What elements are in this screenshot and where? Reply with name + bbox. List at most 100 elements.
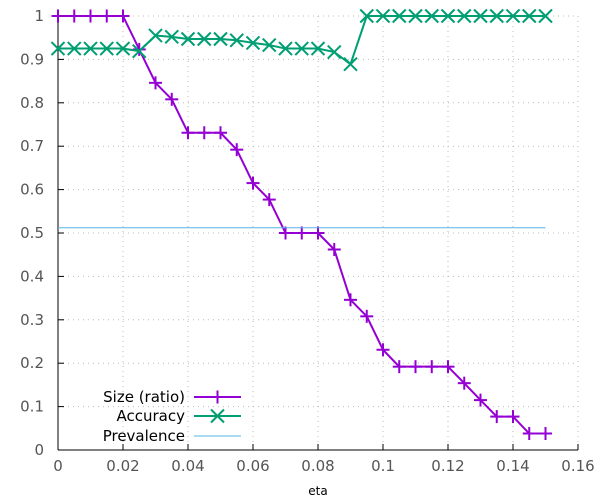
data-point-accuracy: [294, 41, 309, 56]
data-point-size-ratio: [457, 376, 471, 390]
legend: Size (ratio)Accuracy Prevalence: [103, 388, 241, 445]
data-point-accuracy: [375, 8, 391, 24]
data-point-accuracy: [50, 41, 66, 56]
x-tick-label: 0.08: [301, 457, 334, 475]
data-point-accuracy: [424, 8, 439, 24]
data-point-size-ratio: [67, 9, 81, 23]
data-point-size-ratio: [490, 410, 504, 424]
data-point-size-ratio: [295, 226, 309, 240]
data-point-size-ratio: [522, 427, 536, 441]
data-point-accuracy: [229, 33, 244, 48]
data-point-accuracy: [408, 8, 423, 24]
data-point-accuracy: [359, 8, 374, 24]
data-point-size-ratio: [214, 126, 227, 140]
data-point-accuracy: [262, 37, 277, 53]
data-point-size-ratio: [51, 9, 65, 23]
legend-label: Size (ratio): [103, 388, 185, 406]
series-size-ratio: [51, 9, 552, 441]
y-tick-label: 0.5: [20, 224, 44, 242]
y-tick-label: 0.7: [20, 137, 44, 155]
x-tick-label: 0.14: [496, 457, 529, 475]
data-point-accuracy: [115, 41, 131, 56]
data-point-accuracy: [505, 8, 521, 24]
data-point-accuracy: [132, 43, 147, 59]
data-point-size-ratio: [327, 242, 341, 256]
data-point-accuracy: [343, 56, 358, 72]
data-point-size-ratio: [474, 393, 487, 407]
y-tick-label: 0.8: [20, 94, 44, 112]
data-point-size-ratio: [262, 193, 276, 207]
series: [50, 8, 553, 441]
data-point-accuracy: [180, 31, 196, 47]
y-tick-label: 0.1: [20, 398, 44, 416]
data-point-size-ratio: [165, 92, 179, 106]
x-tick-label: 0.1: [371, 457, 395, 475]
legend-label: Prevalence: [103, 427, 185, 445]
x-tick-label: 0.04: [171, 457, 204, 475]
x-tick-label: 0.12: [431, 457, 464, 475]
data-point-accuracy: [392, 8, 407, 24]
x-tick-label: 0.16: [561, 457, 594, 475]
series-accuracy: [50, 8, 553, 72]
legend-marker: [211, 390, 224, 404]
data-point-size-ratio: [506, 410, 520, 424]
data-point-accuracy: [213, 31, 228, 47]
data-point-size-ratio: [181, 126, 195, 140]
data-point-size-ratio: [246, 176, 260, 190]
data-point-accuracy: [67, 41, 82, 56]
data-point-accuracy: [327, 44, 342, 60]
x-tick-labels: 0 0.02 0.04 0.06 0.08 0.1 0.12 0.14 0.16: [53, 457, 594, 475]
data-point-size-ratio: [279, 226, 292, 240]
axes: [57, 16, 578, 451]
y-tick-label: 0.2: [20, 354, 44, 372]
data-point-size-ratio: [376, 343, 390, 357]
data-point-size-ratio: [197, 126, 211, 140]
series-line-accuracy: [58, 15, 546, 66]
data-point-size-ratio: [539, 427, 552, 441]
x-tick-label: 0.02: [106, 457, 139, 475]
data-point-size-ratio: [149, 76, 162, 90]
y-tick-label: 0.3: [20, 311, 44, 329]
legend-item-prevalence: Prevalence: [103, 427, 241, 445]
data-point-accuracy: [310, 41, 326, 56]
legend-label: Accuracy: [117, 407, 186, 425]
data-point-size-ratio: [360, 309, 374, 323]
y-tick-label: 0: [34, 441, 44, 459]
data-point-accuracy: [278, 41, 293, 56]
data-point-size-ratio: [230, 143, 244, 157]
y-tick-labels: 0 0.1 0.2 0.3 0.4 0.5 0.6 0.7 0.8 0.9 1: [20, 7, 44, 459]
data-point-size-ratio: [392, 360, 406, 374]
x-tick-label: 0.06: [236, 457, 269, 475]
data-point-accuracy: [440, 8, 456, 24]
data-point-accuracy: [473, 8, 488, 24]
y-tick-label: 0.6: [20, 181, 44, 199]
data-point-accuracy: [489, 8, 504, 24]
data-point-size-ratio: [100, 9, 114, 23]
data-point-accuracy: [522, 8, 537, 24]
data-point-accuracy: [148, 28, 163, 43]
y-tick-label: 0.9: [20, 50, 44, 68]
data-point-accuracy: [538, 8, 553, 24]
data-point-size-ratio: [84, 9, 97, 23]
data-point-size-ratio: [311, 226, 325, 240]
series-line-size-ratio: [58, 15, 546, 435]
data-point-accuracy: [245, 35, 261, 51]
data-point-size-ratio: [425, 360, 439, 374]
data-point-size-ratio: [344, 293, 357, 307]
data-point-size-ratio: [116, 9, 130, 23]
legend-item-accuracy: Accuracy: [117, 407, 241, 425]
data-point-size-ratio: [132, 42, 146, 56]
legend-item-size-ratio: Size (ratio): [103, 388, 241, 406]
data-point-accuracy: [164, 29, 179, 45]
data-point-accuracy: [83, 41, 98, 56]
data-point-accuracy: [197, 31, 212, 47]
x-tick-label: 0: [53, 457, 63, 475]
data-point-accuracy: [99, 41, 114, 56]
y-tick-label: 0.4: [20, 267, 44, 285]
data-point-size-ratio: [441, 360, 455, 374]
x-axis-title: eta: [308, 484, 327, 498]
legend-marker: [210, 408, 225, 424]
data-point-size-ratio: [409, 360, 422, 374]
